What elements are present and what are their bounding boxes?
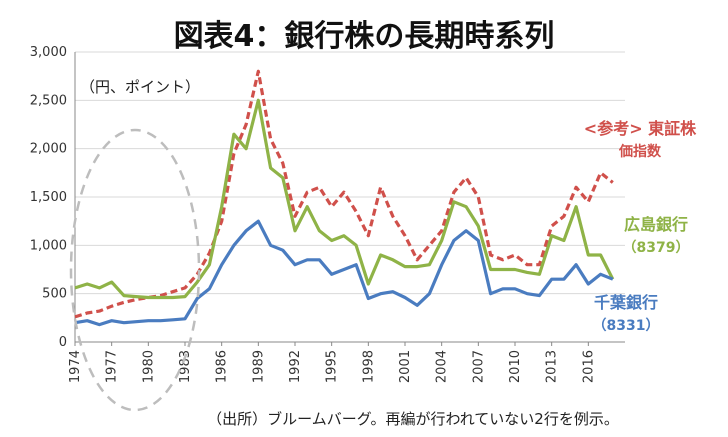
chart-title: 図表4：銀行株の長期時系列 bbox=[174, 19, 555, 54]
x-tick-label: 1983 bbox=[178, 350, 193, 383]
y-tick-label: 1,000 bbox=[30, 238, 67, 253]
y-tick-label: 0 bbox=[59, 335, 67, 350]
series-label: （8379） bbox=[623, 240, 690, 256]
series-label: 価指数 bbox=[618, 143, 662, 160]
series-label: 千葉銀行 bbox=[594, 293, 658, 312]
x-tick-label: 1989 bbox=[251, 350, 266, 383]
x-tick-label: 2010 bbox=[508, 350, 523, 383]
y-tick-label: 1,500 bbox=[30, 190, 67, 205]
x-tick-label: 1986 bbox=[215, 350, 230, 383]
x-tick-label: 1992 bbox=[288, 350, 303, 383]
x-tick-label: 2004 bbox=[435, 350, 450, 383]
x-tick-label: 1995 bbox=[325, 350, 340, 383]
series-label: （8331） bbox=[593, 318, 660, 334]
x-tick-label: 1977 bbox=[105, 350, 120, 383]
series-lines bbox=[74, 69, 615, 327]
series-line-1 bbox=[74, 98, 615, 300]
y-tick-label: 500 bbox=[42, 287, 67, 302]
x-tick-label: 1980 bbox=[141, 350, 156, 383]
source-note: （出所）ブルームバーグ。再編が行われていない2行を例示。 bbox=[207, 410, 619, 428]
x-tick-label: 1998 bbox=[361, 350, 376, 383]
x-tick-label: 1974 bbox=[68, 350, 83, 383]
y-tick-label: 2,500 bbox=[30, 93, 67, 108]
series-line-0 bbox=[74, 69, 614, 319]
x-tick-label: 2001 bbox=[398, 350, 413, 383]
series-label: 広島銀行 bbox=[624, 215, 688, 234]
highlight-ellipse bbox=[69, 128, 201, 412]
x-tick-label: 2013 bbox=[545, 350, 560, 383]
x-tick-label: 2007 bbox=[471, 350, 486, 383]
axes: 0 500 1,000 1,500 2,000 2,500 3,000 1974 1977 198… bbox=[30, 45, 625, 383]
y-tick-label: 2,000 bbox=[30, 142, 67, 157]
unit-label: （円、ポイント） bbox=[80, 78, 200, 96]
x-tick-label: 2016 bbox=[581, 350, 596, 383]
series-label: <参考> 東証株 bbox=[584, 119, 697, 138]
series-line-2 bbox=[74, 219, 614, 327]
y-tick-label: 3,000 bbox=[30, 45, 67, 60]
